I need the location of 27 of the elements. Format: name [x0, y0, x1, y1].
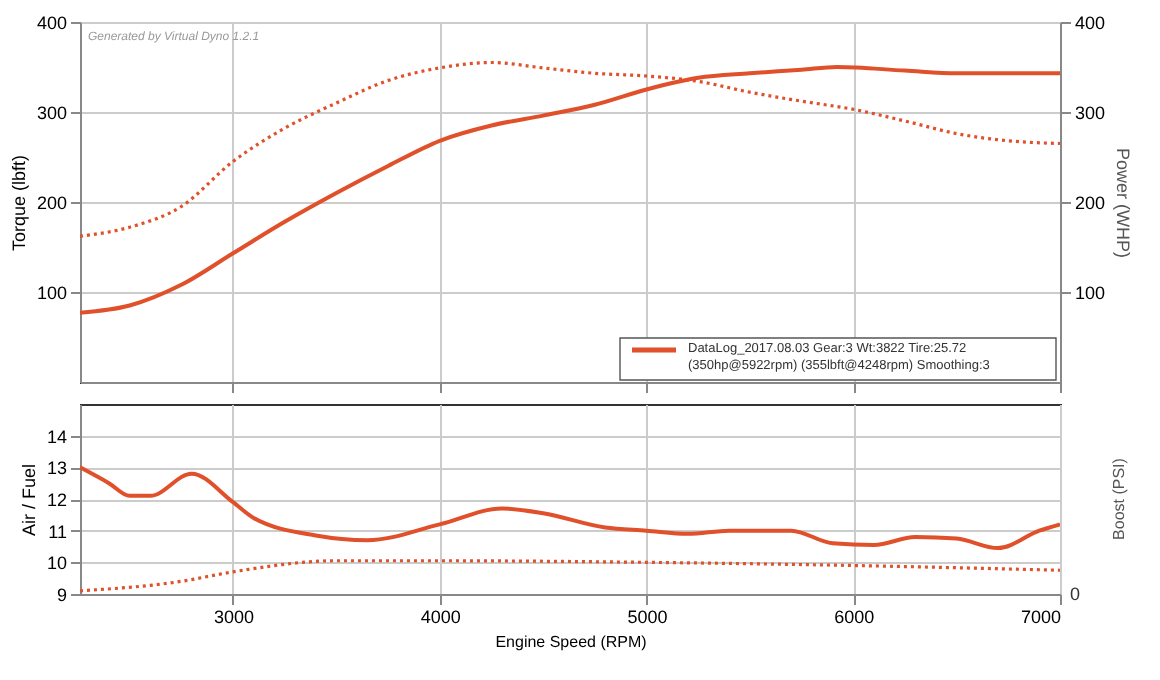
x-axis-title: Engine Speed (RPM): [495, 633, 648, 651]
y-tick-label: 11: [48, 521, 67, 542]
x-tick-label: 5000: [627, 607, 668, 627]
y2-tick-label: 300: [1075, 103, 1106, 123]
y2-tick-label: 200: [1075, 193, 1106, 213]
y-tick-label: 14: [46, 426, 67, 447]
y-axis-title: Air / Fuel: [18, 463, 39, 537]
y-tick-label: 10: [46, 553, 67, 574]
x-tick-label: 6000: [834, 607, 875, 627]
line-series: [80, 65, 1060, 315]
x-tick-label: 7000: [1020, 607, 1061, 627]
y-tick-label: 100: [36, 283, 67, 303]
y-tick-label: 200: [36, 193, 67, 213]
y-tick-label: 9: [56, 585, 67, 605]
y-tick-label: 13: [46, 458, 67, 479]
text: 0: [1070, 584, 1081, 604]
y-tick-label: 12: [46, 490, 67, 510]
y-tick-label: 300: [36, 103, 67, 123]
x-tick-label: 3000: [213, 607, 255, 627]
y2-axis-title: Power (WHP): [1113, 147, 1134, 259]
y2-axis-title: Boost (PSI): [1110, 457, 1128, 540]
line-series: [80, 465, 1060, 551]
y-tick-label: 400: [36, 13, 67, 33]
y2-tick-label: 400: [1075, 13, 1106, 33]
x-tick-label: 4000: [420, 607, 461, 627]
y-axis-title: Torque (lbft): [8, 154, 29, 252]
y2-tick-label: 100: [1075, 283, 1106, 303]
